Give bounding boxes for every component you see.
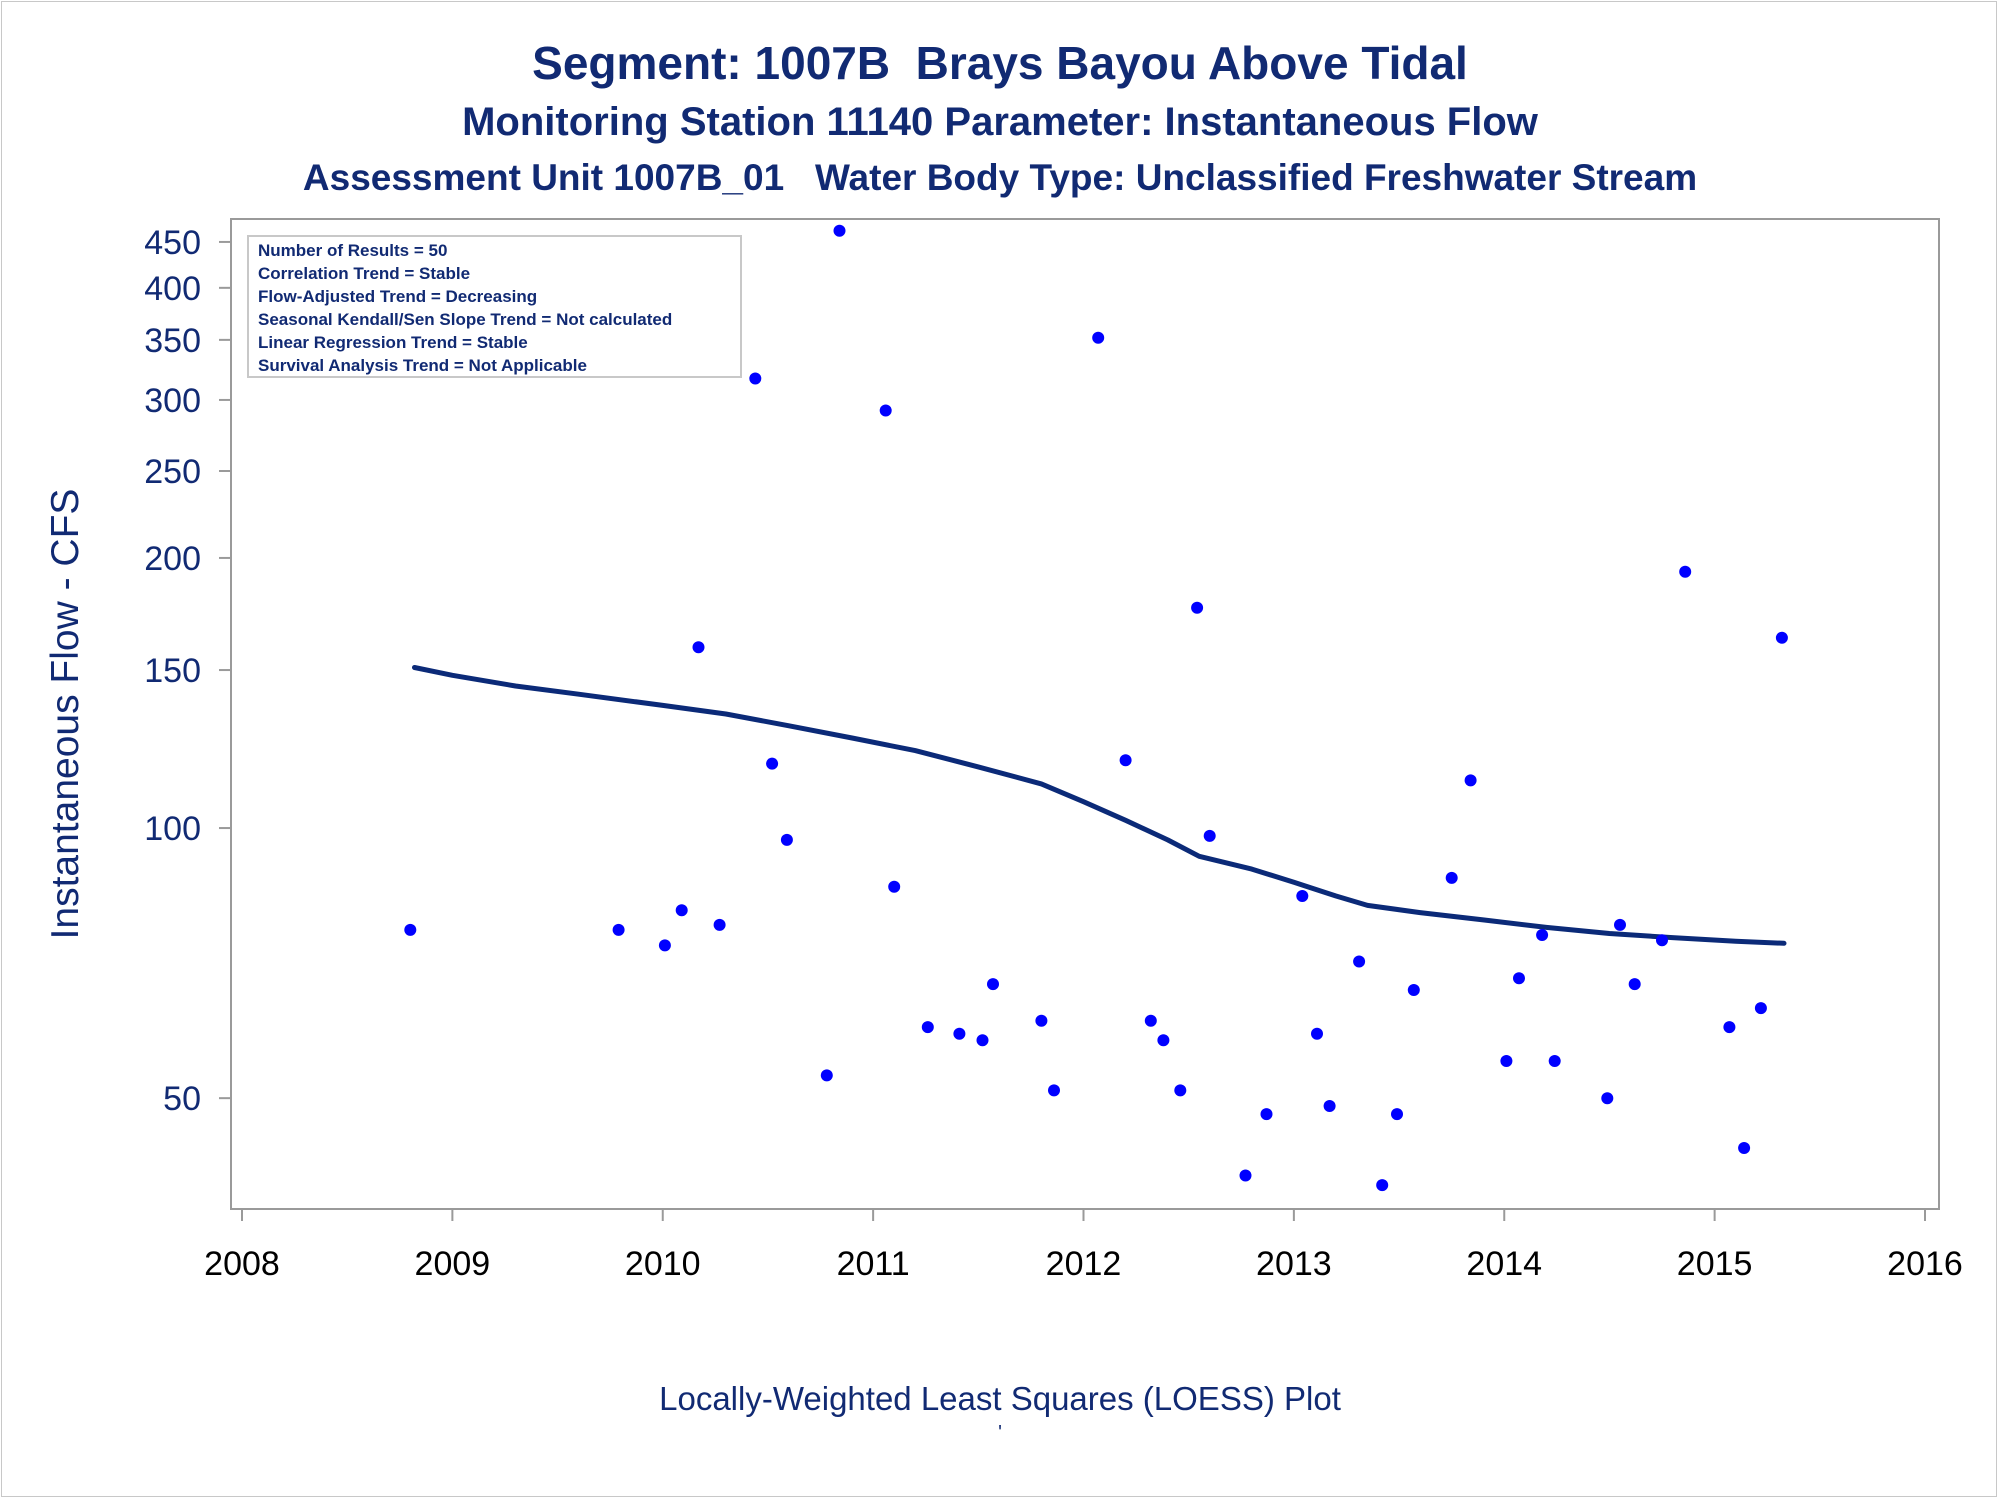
data-point	[1092, 331, 1105, 344]
data-point	[1407, 984, 1420, 996]
data-point	[1723, 1021, 1736, 1034]
data-point	[1353, 955, 1366, 968]
data-point	[953, 1027, 966, 1040]
data-point	[749, 372, 762, 385]
y-tick-label: 200	[144, 540, 201, 578]
data-point	[1601, 1092, 1614, 1105]
x-tick-label: 2013	[1256, 1245, 1332, 1283]
data-point	[1191, 601, 1204, 614]
y-tick-label: 350	[144, 322, 201, 360]
trend-summary-line: Number of Results = 50	[258, 241, 447, 260]
plot-area	[230, 218, 1940, 1210]
data-point	[1157, 1034, 1170, 1047]
x-tick-label: 2015	[1677, 1245, 1753, 1283]
trend-summary-line: Correlation Trend = Stable	[258, 264, 470, 283]
y-tick-label: 50	[163, 1080, 201, 1118]
x-axis: 2008 2009 2010 2011 2012 2013 2014 2015 2016	[204, 1209, 1963, 1283]
data-point	[1260, 1108, 1273, 1121]
data-point	[1035, 1014, 1048, 1027]
y-axis-label: Instantaneous Flow - CFS	[44, 489, 87, 940]
data-point	[1296, 890, 1309, 902]
data-point	[1628, 978, 1641, 991]
y-tick-label: 250	[144, 453, 201, 491]
trend-summary-line: Seasonal Kendall/Sen Slope Trend = Not c…	[258, 310, 672, 329]
data-point	[1174, 1084, 1187, 1097]
data-point	[1048, 1084, 1060, 1097]
data-point	[1311, 1027, 1323, 1040]
data-point	[1391, 1108, 1403, 1121]
trend-summary-box: Number of Results = 50 Correlation Trend …	[247, 235, 742, 378]
chart-subtitle-station: Monitoring Station 11140 Parameter: Inst…	[462, 100, 1538, 144]
y-tick-label: 150	[144, 652, 201, 690]
loess-line	[412, 665, 1787, 946]
data-point	[976, 1034, 989, 1047]
data-point	[1500, 1055, 1513, 1067]
data-point	[1536, 929, 1549, 941]
trend-summary-line: Flow-Adjusted Trend = Decreasing	[258, 287, 537, 306]
data-point	[879, 404, 892, 417]
x-tick-label: 2014	[1466, 1245, 1542, 1283]
trend-summary-line: Survival Analysis Trend = Not Applicable	[258, 356, 587, 375]
x-tick-label: 2011	[837, 1245, 910, 1283]
loess-curve	[412, 665, 1787, 946]
data-point	[1144, 1014, 1157, 1027]
data-point	[1239, 1169, 1252, 1182]
y-tick-label: 450	[144, 224, 201, 262]
data-point	[833, 224, 846, 237]
data-point	[713, 918, 726, 931]
data-point	[1203, 829, 1216, 842]
data-point	[1445, 871, 1458, 884]
x-tick-label: 2012	[1046, 1245, 1122, 1283]
data-point	[1656, 934, 1668, 947]
data-point	[780, 833, 793, 846]
data-point	[766, 757, 779, 770]
data-point	[921, 1021, 934, 1034]
data-point	[1614, 918, 1626, 931]
data-point	[612, 923, 625, 936]
trend-summary-line: Linear Regression Trend = Stable	[258, 333, 528, 352]
y-tick-label: 300	[144, 382, 201, 420]
data-point	[1513, 972, 1525, 985]
x-tick-label: 2010	[625, 1245, 701, 1283]
data-points	[404, 224, 1788, 1192]
data-point	[1775, 631, 1788, 644]
y-axis: 50 100 150 200 250 300 350 400 450	[144, 224, 231, 1118]
chart-title: Segment: 1007B Brays Bayou Above Tidal	[532, 37, 1468, 89]
data-point	[820, 1069, 833, 1082]
data-point	[1323, 1100, 1336, 1112]
data-point	[1548, 1055, 1561, 1067]
data-point	[1376, 1179, 1389, 1192]
data-point	[675, 904, 688, 917]
x-tick-label: 2008	[204, 1245, 280, 1283]
data-point	[1754, 1002, 1767, 1015]
data-point	[1679, 565, 1692, 578]
plot-type-footnote: Locally-Weighted Least Squares (LOESS) P…	[659, 1380, 1341, 1417]
data-point	[1464, 774, 1477, 787]
data-point	[404, 923, 417, 936]
data-point	[1119, 754, 1132, 767]
x-tick-label: 2009	[415, 1245, 491, 1283]
data-point	[658, 939, 671, 952]
data-point	[987, 978, 999, 991]
data-point	[1738, 1142, 1751, 1154]
chart-subtitle-assessment: Assessment Unit 1007B_01 Water Body Type…	[302, 157, 1698, 198]
y-tick-label: 100	[144, 810, 201, 848]
footnote-mark: '	[998, 1422, 1002, 1444]
y-tick-label: 400	[144, 270, 201, 308]
x-tick-label: 2016	[1887, 1245, 1963, 1283]
data-point	[888, 880, 901, 893]
data-point	[692, 641, 705, 654]
